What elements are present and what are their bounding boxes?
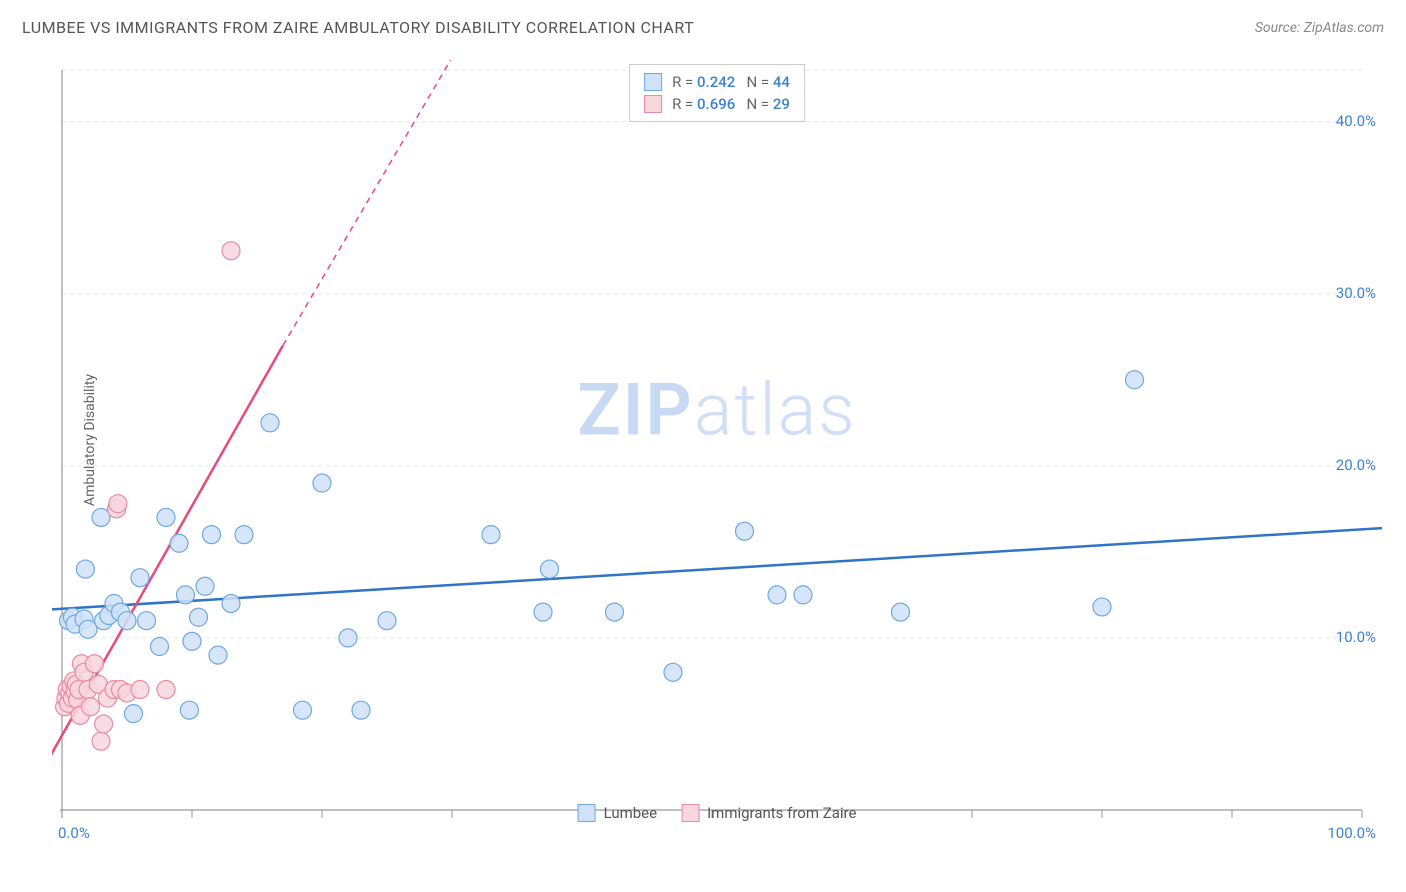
x-tick-label: 100.0% (1327, 824, 1376, 842)
chart-title: LUMBEE VS IMMIGRANTS FROM ZAIRE AMBULATO… (22, 18, 694, 37)
x-tick-label: 0.0% (58, 824, 90, 842)
legend-swatch-icon (644, 95, 662, 113)
legend-r-label: R = 0.242 N = 44 (672, 73, 790, 91)
chart-svg (52, 60, 1382, 820)
legend-bottom: Lumbee Immigrants from Zaire (578, 804, 857, 822)
legend-swatch-icon (644, 73, 662, 91)
legend-top: R = 0.242 N = 44 R = 0.696 N = 29 (629, 64, 805, 122)
chart-header: LUMBEE VS IMMIGRANTS FROM ZAIRE AMBULATO… (0, 0, 1406, 47)
legend-stat-row: R = 0.696 N = 29 (644, 93, 790, 115)
source-label: Source: ZipAtlas.com (1255, 20, 1384, 36)
legend-swatch-icon (578, 804, 596, 822)
legend-series-label: Immigrants from Zaire (707, 804, 856, 822)
y-tick-label: 30.0% (1336, 284, 1376, 302)
y-tick-label: 40.0% (1336, 112, 1376, 130)
chart-container: Ambulatory Disability ZIPatlas R = 0.242… (52, 60, 1382, 820)
legend-series-item: Immigrants from Zaire (681, 804, 856, 822)
legend-stat-row: R = 0.242 N = 44 (644, 71, 790, 93)
legend-series-item: Lumbee (578, 804, 658, 822)
legend-r-label: R = 0.696 N = 29 (672, 95, 790, 113)
legend-swatch-icon (681, 804, 699, 822)
legend-series-label: Lumbee (604, 804, 658, 822)
y-tick-label: 20.0% (1336, 456, 1376, 474)
y-tick-label: 10.0% (1336, 628, 1376, 646)
